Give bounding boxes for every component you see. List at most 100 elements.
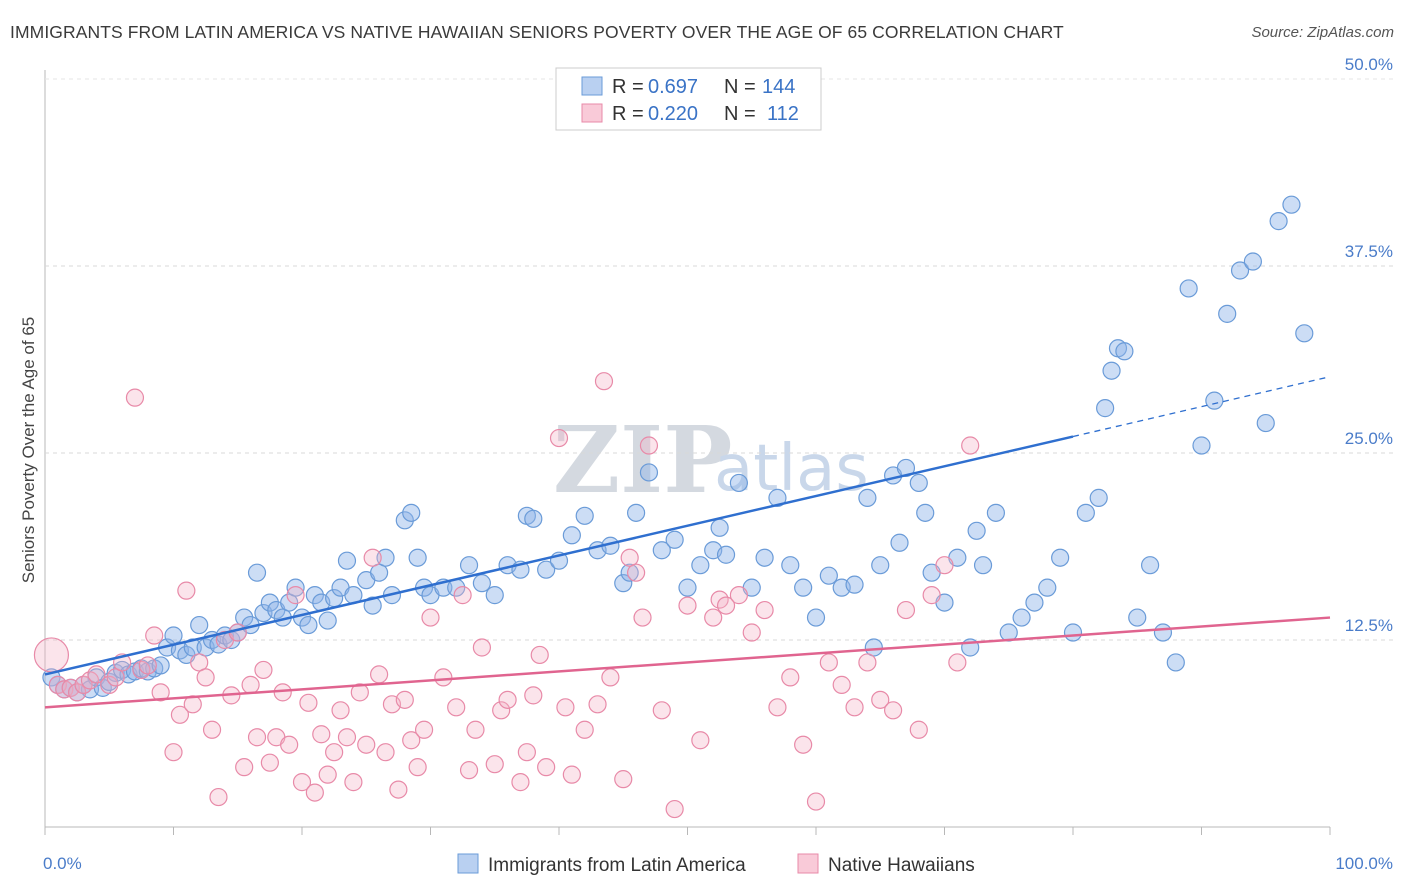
- latin-america-point: [151, 656, 170, 675]
- native-hawaiian-point: [832, 675, 851, 694]
- latin-america-point: [1205, 391, 1224, 410]
- latin-america-point: [1102, 361, 1121, 380]
- latin-america-point: [1063, 623, 1083, 642]
- native-hawaiian-point: [235, 758, 254, 777]
- native-hawaiian-point: [414, 720, 434, 739]
- latin-america-point: [235, 608, 254, 627]
- native-hawaiian-point: [511, 773, 530, 792]
- latin-america-point: [755, 548, 774, 567]
- watermark: ZIP atlas: [553, 406, 869, 514]
- watermark-zip: ZIP: [553, 406, 732, 514]
- y-tick-label: 12.5%: [1345, 616, 1393, 635]
- legend-r-label-2: R =: [612, 103, 644, 125]
- native-hawaiian-point: [138, 656, 157, 675]
- latin-america-point: [986, 503, 1006, 522]
- latin-america-point: [1096, 399, 1115, 418]
- latin-america-point: [916, 503, 935, 522]
- latin-america-point: [890, 533, 909, 552]
- native-hawaiian-point: [492, 701, 511, 720]
- source-label: Source: ZipAtlas.com: [1251, 24, 1394, 41]
- native-hawaiian-point: [190, 653, 209, 672]
- latin-america-point: [652, 541, 671, 560]
- latin-america-point: [247, 563, 267, 582]
- native-hawaiian-point: [202, 720, 222, 739]
- native-hawaiian-point: [575, 720, 594, 739]
- native-hawaiian-point: [292, 773, 312, 792]
- y-axis-label: Seniors Poverty Over the Age of 65: [19, 317, 38, 583]
- latin-america-point: [485, 586, 504, 605]
- native-hawaiian-point: [370, 665, 389, 684]
- latin-america-point: [402, 503, 421, 522]
- native-hawaiian-point: [106, 668, 125, 687]
- native-hawaiian-point: [312, 725, 331, 744]
- native-hawaiian-point: [948, 653, 967, 672]
- native-hawaiian-point: [485, 755, 504, 774]
- latin-america-point: [1295, 324, 1314, 343]
- native-hawaiian-point: [395, 690, 414, 709]
- native-hawaiian-point: [68, 683, 87, 702]
- trend-line-native-hawaiian: [44, 616, 1331, 709]
- legend-r-label-1: R =: [612, 76, 644, 98]
- legend-r-value-2: 0.220: [648, 103, 698, 125]
- latin-america-point: [1012, 608, 1031, 627]
- latin-america-point: [1128, 608, 1147, 627]
- native-hawaiian-point: [530, 645, 549, 665]
- latin-america-point: [806, 608, 826, 627]
- latin-america-point: [1115, 342, 1134, 361]
- latin-america-point: [781, 556, 800, 575]
- native-hawaiian-point: [562, 765, 581, 784]
- legend-r-value-1: 0.697: [648, 76, 698, 98]
- native-hawaiian-point: [170, 705, 190, 724]
- native-hawaiian-point: [408, 758, 427, 777]
- latin-america-point: [1256, 413, 1275, 433]
- latin-america-point: [691, 556, 710, 575]
- native-hawaiian-point: [350, 683, 369, 702]
- native-hawaiian-point: [768, 698, 787, 717]
- native-hawaiian-point: [639, 436, 659, 455]
- bottom-legend-swatch-native-hawaiian: [797, 853, 819, 874]
- native-hawaiian-point: [729, 586, 749, 605]
- native-hawaiian-point: [209, 787, 228, 807]
- latin-america-point: [614, 574, 633, 593]
- legend-n-value-2: 112: [767, 103, 799, 125]
- native-hawaiian-point: [614, 770, 633, 789]
- latin-america-point: [286, 578, 305, 597]
- legend-swatch-latin-america: [581, 76, 603, 96]
- native-hawaiian-point: [331, 701, 350, 720]
- legend-n-label-2: N =: [724, 103, 756, 125]
- latin-america-point: [1140, 556, 1160, 575]
- latin-america-point: [768, 488, 787, 507]
- native-hawaiian-point: [87, 665, 106, 684]
- chart-title: IMMIGRANTS FROM LATIN AMERICA VS NATIVE …: [10, 22, 1064, 42]
- latin-america-point: [318, 611, 337, 630]
- latin-america-point: [1218, 304, 1237, 323]
- legend-n-value-1: 144: [762, 76, 795, 98]
- latin-america-point: [1243, 252, 1263, 271]
- native-hawaiian-point: [421, 608, 440, 627]
- native-hawaiian-point: [177, 581, 196, 600]
- latin-america-point: [408, 548, 427, 567]
- native-hawaiian-point: [704, 608, 723, 627]
- latin-america-point: [1269, 212, 1288, 231]
- native-hawaiian-point: [376, 743, 395, 762]
- series-native-hawaiian-points: [33, 372, 980, 819]
- series-latin-america-points: [42, 195, 1314, 702]
- native-hawaiian-point: [858, 653, 877, 672]
- y-tick-label: 37.5%: [1345, 242, 1393, 261]
- latin-america-point: [305, 586, 324, 605]
- y-tick-label: 25.0%: [1345, 429, 1393, 448]
- native-hawaiian-point: [871, 690, 890, 709]
- latin-america-point: [260, 593, 279, 612]
- native-hawaiian-point: [794, 735, 813, 754]
- native-hawaiian-point: [466, 720, 485, 739]
- latin-america-point: [1025, 593, 1044, 612]
- native-hawaiian-point: [254, 660, 273, 680]
- native-hawaiian-point: [549, 428, 569, 448]
- latin-america-point: [1179, 279, 1198, 298]
- native-hawaiian-point: [260, 753, 279, 772]
- native-hawaiian-point: [299, 693, 318, 712]
- native-hawaiian-point: [678, 596, 697, 615]
- latin-america-point: [562, 526, 581, 545]
- native-hawaiian-point: [305, 783, 324, 802]
- trend-line-latin-america: [44, 435, 1074, 676]
